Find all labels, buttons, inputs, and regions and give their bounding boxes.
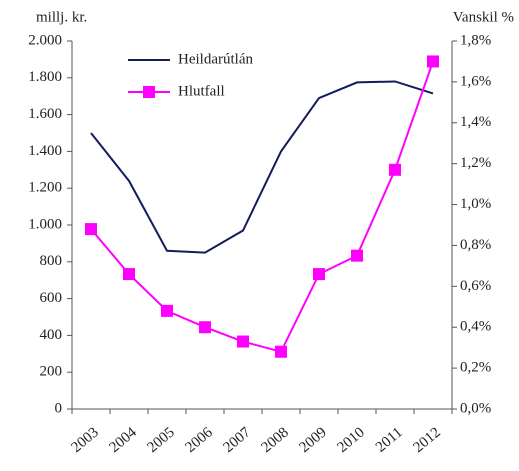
y2-tick-label: 1,2% (460, 155, 491, 171)
y-tick-label: 1.200 (28, 180, 62, 196)
x-tick-label: 2003 (69, 424, 102, 456)
marker (351, 249, 363, 262)
y2-tick-label: 0,2% (460, 360, 491, 376)
x-tick-label: 2012 (411, 424, 444, 456)
line (90, 80, 434, 254)
y2-tick-label: 0,8% (460, 237, 491, 253)
x-tick-label: 2009 (297, 424, 330, 456)
y2-tick-label: 0,6% (460, 278, 491, 294)
y-tick-label: 0 (55, 400, 63, 416)
y-tick-label: 800 (40, 253, 63, 269)
x-tick-label: 2006 (183, 424, 217, 456)
marker (199, 321, 211, 334)
legend-label: Heildarútlán (178, 51, 253, 67)
x-tick-label: 2011 (373, 424, 406, 455)
x-tick-label: 2004 (107, 424, 141, 456)
marker (275, 345, 287, 358)
marker (237, 335, 249, 348)
x-tick-label: 2007 (221, 424, 255, 456)
line (90, 61, 434, 353)
y2-axis-label: Vanskil % (453, 9, 514, 25)
y-tick-label: 1.600 (28, 106, 62, 122)
y-tick-label: 200 (40, 364, 63, 380)
y2-tick-label: 1,0% (460, 196, 491, 212)
marker (313, 268, 325, 281)
x-tick-label: 2005 (145, 424, 178, 456)
y2-tick-label: 1,6% (460, 73, 491, 89)
legend-marker (143, 86, 155, 98)
y-tick-label: 600 (40, 290, 63, 306)
x-tick-label: 2008 (259, 424, 292, 456)
y-tick-label: 1.000 (28, 216, 62, 232)
y-tick-label: 400 (40, 327, 63, 343)
y-tick-label: 1.800 (28, 69, 62, 85)
marker (161, 304, 173, 317)
marker (85, 223, 97, 236)
legend-label: Hlutfall (178, 83, 225, 99)
y2-tick-label: 1,4% (460, 114, 491, 130)
y-axis-label: millj. kr. (36, 9, 87, 25)
y2-tick-label: 1,8% (460, 32, 491, 48)
x-tick-label: 2010 (335, 424, 368, 456)
marker (427, 55, 439, 68)
y2-tick-label: 0,0% (460, 400, 491, 416)
y-tick-label: 2.000 (28, 32, 62, 48)
marker (123, 268, 135, 281)
marker (389, 163, 401, 176)
y2-tick-label: 0,4% (460, 319, 491, 335)
y-tick-label: 1.400 (28, 143, 62, 159)
